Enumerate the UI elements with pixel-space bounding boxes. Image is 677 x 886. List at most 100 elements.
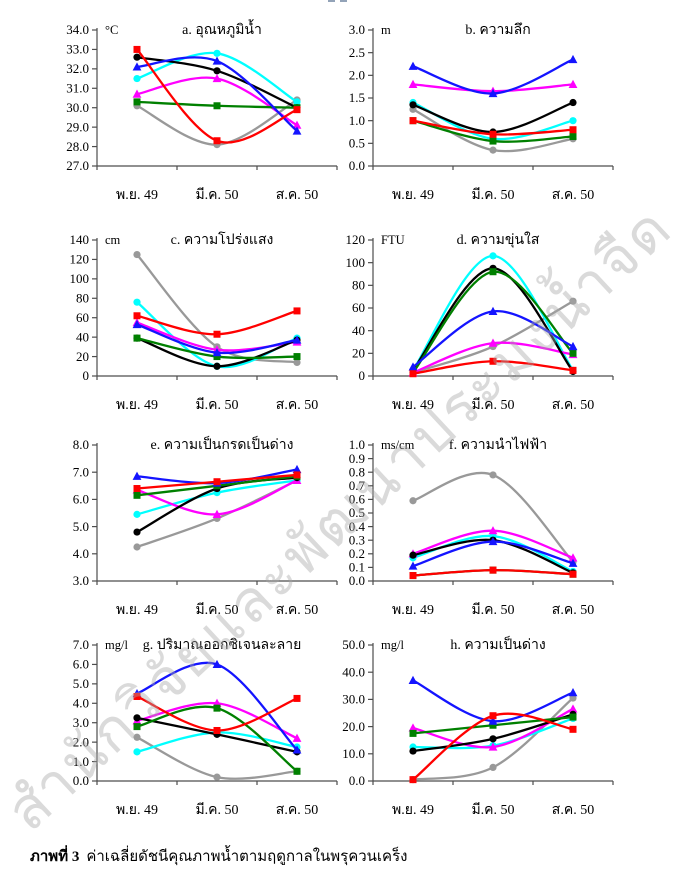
series-marker-green-square (489, 268, 497, 276)
series-marker-cyan-circle (489, 252, 497, 260)
x-tick-label: มี.ค. 50 (195, 397, 238, 413)
chart-panel-b: 3.0 2.5 2.0 1.5 1.0 0.5 0.0 m b. ความลึก พ.ย. 49 ม… (311, 18, 616, 223)
y-tick-label: 60 (352, 300, 365, 315)
figure-caption-label: ภาพที่ 3 (30, 849, 80, 865)
series-marker-blue-triangle (408, 675, 418, 684)
series-marker-black-circle (409, 101, 417, 109)
y-tick-label: 1.0 (73, 754, 89, 769)
x-tick-label: ส.ค. 50 (276, 188, 318, 203)
series-marker-green-square (213, 353, 221, 361)
y-tick-label: 0 (83, 368, 90, 383)
y-tick-label: 0.1 (349, 560, 365, 575)
series-marker-black-circle (409, 747, 417, 755)
y-tick-label: 10.0 (342, 746, 365, 761)
series-marker-magenta-triangle (212, 73, 222, 83)
series-marker-red-square (213, 137, 221, 145)
y-tick-label: 3.0 (73, 573, 89, 588)
x-tick-label: ส.ค. 50 (276, 398, 318, 413)
series-marker-red-square (133, 312, 141, 320)
y-tick-label: 30.0 (342, 692, 365, 707)
y-tick-label: 4.0 (73, 546, 89, 561)
series-marker-green-square (569, 713, 577, 721)
y-tick-label: 4.0 (73, 695, 89, 710)
chart-title: c. ความโปร่งแสง (171, 231, 274, 248)
y-tick-label: 0.6 (349, 492, 366, 507)
series-marker-cyan-circle (569, 117, 577, 125)
y-tick-label: 1.0 (349, 113, 365, 128)
series-marker-red-square (409, 572, 417, 580)
series-marker-magenta-triangle (568, 79, 578, 88)
y-tick-label: 80 (352, 278, 365, 293)
y-axis-unit: FTU (381, 233, 405, 247)
series-marker-green-square (133, 98, 141, 106)
x-tick-label: ส.ค. 50 (276, 803, 318, 818)
y-tick-label: 60 (76, 310, 89, 325)
y-tick-label: 120 (346, 232, 366, 247)
series-marker-red-square (489, 357, 497, 365)
series-marker-gray-circle (489, 763, 497, 771)
series-marker-red-square (569, 366, 577, 374)
series-line-green-square (135, 705, 299, 773)
page-number-cutoff (328, 0, 358, 4)
y-tick-label: 34.0 (66, 22, 89, 37)
chart-svg: 1.00.90.80.70.60.50.40.30.20.10.0 ms/cm f.… (349, 436, 614, 618)
x-tick-label: มี.ค. 50 (471, 602, 514, 618)
series-marker-green-square (569, 349, 577, 357)
x-tick-label: พ.ย. 49 (392, 188, 434, 203)
series-marker-red-square (489, 566, 497, 574)
series-marker-green-square (409, 729, 417, 737)
x-tick-label: พ.ย. 49 (392, 803, 434, 818)
y-tick-label: 1.0 (349, 437, 365, 452)
series-marker-blue-triangle (488, 88, 498, 98)
series-marker-gray-circle (293, 358, 301, 366)
y-axis-unit: ms/cm (381, 438, 415, 452)
y-tick-label: 28.0 (66, 139, 89, 154)
y-tick-label: 40 (76, 329, 89, 344)
series-marker-magenta-triangle (132, 89, 142, 98)
chart-title: a. อุณหภูมิน้ำ (182, 19, 262, 38)
y-tick-label: 0 (359, 368, 366, 383)
series-marker-blue-triangle (568, 558, 578, 567)
series-marker-blue-triangle (408, 362, 418, 371)
series-marker-gray-circle (133, 733, 141, 741)
series-marker-red-square (293, 106, 301, 114)
series-marker-green-square (489, 721, 497, 729)
y-tick-label: 20 (76, 349, 89, 364)
series-marker-cyan-circle (133, 510, 141, 518)
chart-svg: 8.0 7.0 6.0 5.0 4.0 3.0 e. ความเป็นกรดเป็นด่าง… (73, 435, 338, 618)
y-axis-unit: cm (105, 233, 121, 247)
series-marker-blue-triangle (408, 61, 418, 70)
y-tick-label: 27.0 (66, 158, 89, 173)
series-marker-gray-circle (569, 297, 577, 305)
chart-svg: 34.0 33.0 32.0 31.0 30.0 29.0 28.0 27.0 °C a. อุณ… (66, 19, 338, 203)
series-marker-blue-triangle (488, 306, 498, 315)
y-tick-label: 0.2 (349, 546, 365, 561)
y-tick-label: 0.9 (349, 451, 365, 466)
x-tick-label: พ.ย. 49 (116, 398, 158, 413)
series-marker-magenta-triangle (408, 79, 418, 88)
series-marker-red-square (409, 776, 417, 784)
chart-panel-h: 50.0 40.0 30.0 20.0 10.0 0.0 mg/l h. ความเป็นด่… (311, 633, 616, 838)
series-marker-blue-triangle (292, 745, 302, 754)
y-tick-label: 0.0 (349, 773, 365, 788)
y-tick-label: 33.0 (66, 42, 89, 57)
y-tick-label: 50.0 (342, 637, 365, 652)
x-tick-label: ส.ค. 50 (276, 603, 318, 618)
series-marker-red-square (293, 694, 301, 702)
x-tick-label: พ.ย. 49 (116, 803, 158, 818)
series-marker-black-circle (133, 53, 141, 61)
series-marker-green-square (133, 723, 141, 731)
y-tick-label: 7.0 (73, 637, 89, 652)
y-tick-label: 80 (76, 290, 89, 305)
series-marker-red-square (213, 726, 221, 734)
x-tick-label: มี.ค. 50 (471, 397, 514, 413)
chart-panel-a: 34.0 33.0 32.0 31.0 30.0 29.0 28.0 27.0 °C a. อุณ… (35, 18, 340, 223)
series-marker-blue-triangle (568, 54, 578, 64)
series-marker-blue-triangle (568, 341, 578, 351)
figure-caption: ภาพที่ 3 ค่าเฉลี่ยดัชนีคุณภาพน้ำตามฤดูกาล… (30, 844, 650, 868)
series-marker-blue-triangle (292, 335, 302, 344)
series-marker-red-square (133, 485, 141, 493)
y-tick-label: 6.0 (73, 657, 89, 672)
series-marker-red-square (213, 330, 221, 338)
